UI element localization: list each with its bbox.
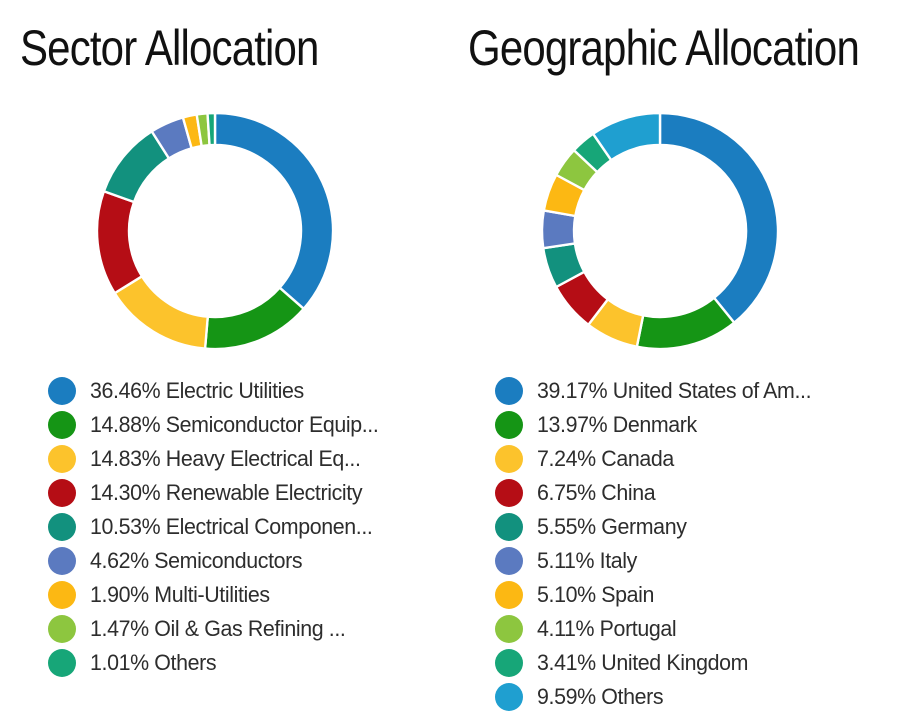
- legend-label: 10.53% Electrical Componen...: [90, 514, 373, 539]
- geographic-allocation-title: Geographic Allocation: [468, 20, 860, 76]
- legend-color-dot-icon: [495, 411, 523, 439]
- legend-label: 3.41% United Kingdom: [537, 650, 749, 675]
- legend-color-dot-icon: [48, 445, 76, 473]
- donut-chart-svg: [540, 111, 780, 351]
- geographic-donut-chart: [539, 110, 781, 352]
- legend-label: 5.10% Spain: [537, 582, 655, 607]
- legend-item: 14.30% Renewable Electricity: [48, 476, 394, 510]
- legend-item: 1.90% Multi-Utilities: [48, 578, 394, 612]
- legend-color-dot-icon: [48, 649, 76, 677]
- legend-item: 14.83% Heavy Electrical Eq...: [48, 442, 394, 476]
- legend-color-dot-icon: [48, 411, 76, 439]
- donut-segment[interactable]: [203, 286, 305, 351]
- legend-item: 4.11% Portugal: [495, 612, 826, 646]
- legend-label: 36.46% Electric Utilities: [90, 378, 304, 403]
- legend-color-dot-icon: [495, 513, 523, 541]
- legend-item: 10.53% Electrical Componen...: [48, 510, 394, 544]
- legend-color-dot-icon: [48, 479, 76, 507]
- legend-label: 1.01% Others: [90, 650, 217, 675]
- sector-donut-chart: [94, 110, 336, 352]
- legend-color-dot-icon: [48, 377, 76, 405]
- legend-item: 36.46% Electric Utilities: [48, 374, 394, 408]
- legend-item: 3.41% United Kingdom: [495, 646, 826, 680]
- legend-color-dot-icon: [495, 615, 523, 643]
- legend-label: 14.83% Heavy Electrical Eq...: [90, 446, 361, 471]
- legend-item: 6.75% China: [495, 476, 826, 510]
- legend-color-dot-icon: [48, 581, 76, 609]
- legend-color-dot-icon: [495, 377, 523, 405]
- legend-label: 1.90% Multi-Utilities: [90, 582, 270, 607]
- donut-segment[interactable]: [635, 296, 736, 351]
- legend-item: 9.59% Others: [495, 680, 826, 714]
- legend-color-dot-icon: [495, 445, 523, 473]
- legend-color-dot-icon: [48, 547, 76, 575]
- donut-chart-svg: [95, 111, 335, 351]
- legend-item: 4.62% Semiconductors: [48, 544, 394, 578]
- legend-label: 4.62% Semiconductors: [90, 548, 303, 573]
- legend-item: 14.88% Semiconductor Equip...: [48, 408, 394, 442]
- sector-allocation-panel: Sector Allocation 36.46% Electric Utilit…: [20, 20, 394, 680]
- legend-color-dot-icon: [48, 615, 76, 643]
- legend-label: 5.55% Germany: [537, 514, 687, 539]
- donut-segment[interactable]: [113, 275, 209, 350]
- legend-item: 1.01% Others: [48, 646, 394, 680]
- legend-label: 14.88% Semiconductor Equip...: [90, 412, 379, 437]
- legend-label: 6.75% China: [537, 480, 656, 505]
- geographic-allocation-panel: Geographic Allocation 39.17% United Stat…: [449, 0, 898, 717]
- legend-item: 5.10% Spain: [495, 578, 826, 612]
- legend-color-dot-icon: [495, 479, 523, 507]
- legend-color-dot-icon: [495, 649, 523, 677]
- donut-segment[interactable]: [658, 111, 780, 324]
- legend-label: 14.30% Renewable Electricity: [90, 480, 363, 505]
- legend-label: 4.11% Portugal: [537, 616, 677, 641]
- legend-item: 1.47% Oil & Gas Refining ...: [48, 612, 394, 646]
- donut-segment[interactable]: [206, 111, 217, 147]
- legend-color-dot-icon: [495, 683, 523, 711]
- donut-segment[interactable]: [95, 190, 144, 295]
- legend-label: 1.47% Oil & Gas Refining ...: [90, 616, 346, 641]
- legend-color-dot-icon: [48, 513, 76, 541]
- legend-item: 5.11% Italy: [495, 544, 826, 578]
- geographic-legend: 39.17% United States of Am... 13.97% Denm…: [495, 374, 826, 714]
- legend-item: 13.97% Denmark: [495, 408, 826, 442]
- legend-label: 9.59% Others: [537, 684, 664, 709]
- legend-item: 5.55% Germany: [495, 510, 826, 544]
- legend-item: 7.24% Canada: [495, 442, 826, 476]
- legend-color-dot-icon: [495, 581, 523, 609]
- legend-label: 39.17% United States of Am...: [537, 378, 812, 403]
- donut-segment[interactable]: [213, 111, 335, 311]
- legend-label: 7.24% Canada: [537, 446, 674, 471]
- legend-label: 5.11% Italy: [537, 548, 637, 573]
- sector-legend: 36.46% Electric Utilities 14.88% Semicond…: [48, 374, 394, 680]
- legend-label: 13.97% Denmark: [537, 412, 697, 437]
- donut-segment[interactable]: [591, 111, 662, 162]
- legend-color-dot-icon: [495, 547, 523, 575]
- sector-allocation-title: Sector Allocation: [20, 20, 319, 76]
- legend-item: 39.17% United States of Am...: [495, 374, 826, 408]
